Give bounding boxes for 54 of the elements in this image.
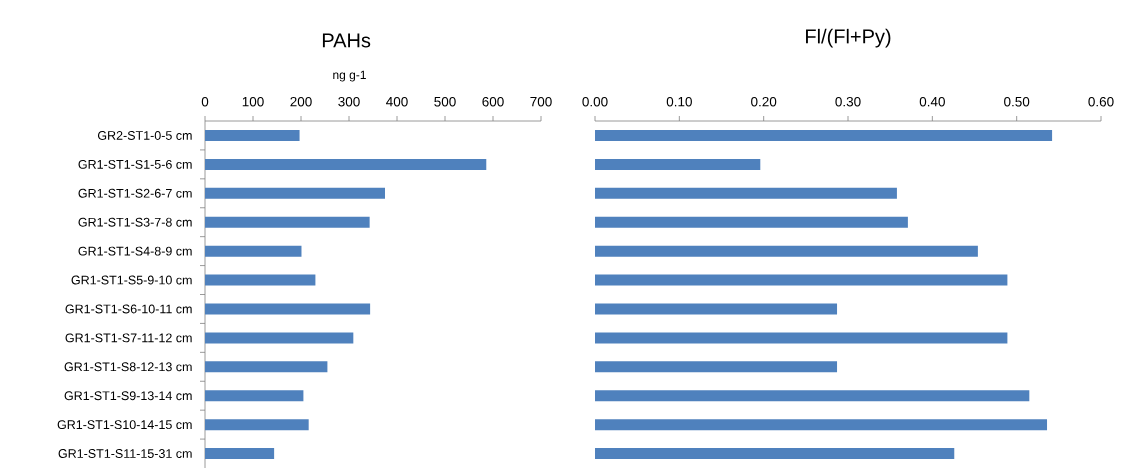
x-tick-label: 100: [242, 96, 264, 107]
x-tick-label: 700: [530, 96, 552, 107]
x-tick-label: 0.40: [919, 96, 945, 107]
bar: [205, 158, 487, 170]
y-tick-label: GR1-ST1-S4-8-9 cm: [78, 246, 192, 256]
bar: [595, 390, 1030, 402]
bar: [595, 303, 838, 315]
bar: [595, 158, 761, 170]
bar: [205, 361, 328, 373]
y-tick-label: GR1-ST1-S6-10-11 cm: [65, 304, 192, 314]
bar: [595, 419, 1048, 431]
bar: [595, 245, 978, 257]
bar: [205, 245, 302, 257]
bar: [205, 332, 354, 344]
y-tick-label: GR1-ST1-S11-15-31 cm: [58, 449, 192, 458]
y-tick-label: GR1-ST1-S10-14-15 cm: [57, 420, 192, 430]
x-tick-label: 300: [338, 96, 360, 107]
bar: [595, 332, 1008, 344]
bar: [205, 419, 309, 431]
x-tick-label: 0.00: [582, 96, 608, 107]
x-tick-label: 0.10: [666, 96, 692, 107]
bar: [205, 129, 300, 141]
x-tick-label: 0.50: [1004, 96, 1030, 107]
x-tick-label: 0.60: [1088, 96, 1114, 107]
x-tick-label: 400: [386, 96, 408, 107]
x-tick-label: 0: [201, 96, 209, 107]
y-tick-label: GR1-ST1-S5-9-10 cm: [71, 275, 192, 285]
chart-title: Fl/(Fl+Py): [806, 28, 891, 48]
bar: [595, 187, 897, 199]
y-tick-label: GR1-ST1-S9-13-14 cm: [64, 391, 192, 401]
y-tick-label: GR1-ST1-S8-12-13 cm: [64, 362, 192, 372]
bar: [595, 129, 1053, 141]
y-tick-label: GR1-ST1-S7-11-12 cm: [65, 333, 192, 343]
bar: [205, 187, 385, 199]
chart-title: PAHs: [322, 33, 371, 48]
bar: [205, 390, 304, 402]
bar: [595, 448, 955, 460]
x-tick-label: 0.20: [751, 96, 777, 107]
x-axis-title: ng g-1: [333, 70, 366, 82]
x-tick-label: 600: [482, 96, 504, 107]
y-tick-label: GR1-ST1-S2-6-7 cm: [78, 188, 192, 198]
y-tick-label: GR1-ST1-S1-5-6 cm: [78, 159, 192, 169]
x-tick-label: 500: [434, 96, 456, 107]
x-tick-label: 0.30: [835, 96, 861, 107]
bar: [595, 274, 1008, 286]
bar: [205, 448, 275, 460]
y-tick-label: GR2-ST1-0-5 cm: [97, 131, 192, 140]
bar: [205, 303, 371, 315]
bar: [595, 361, 838, 373]
bar: [205, 274, 316, 286]
bar: [595, 216, 908, 228]
x-tick-label: 200: [290, 96, 312, 107]
y-tick-label: GR1-ST1-S3-7-8 cm: [78, 217, 192, 227]
bar: [205, 216, 370, 228]
